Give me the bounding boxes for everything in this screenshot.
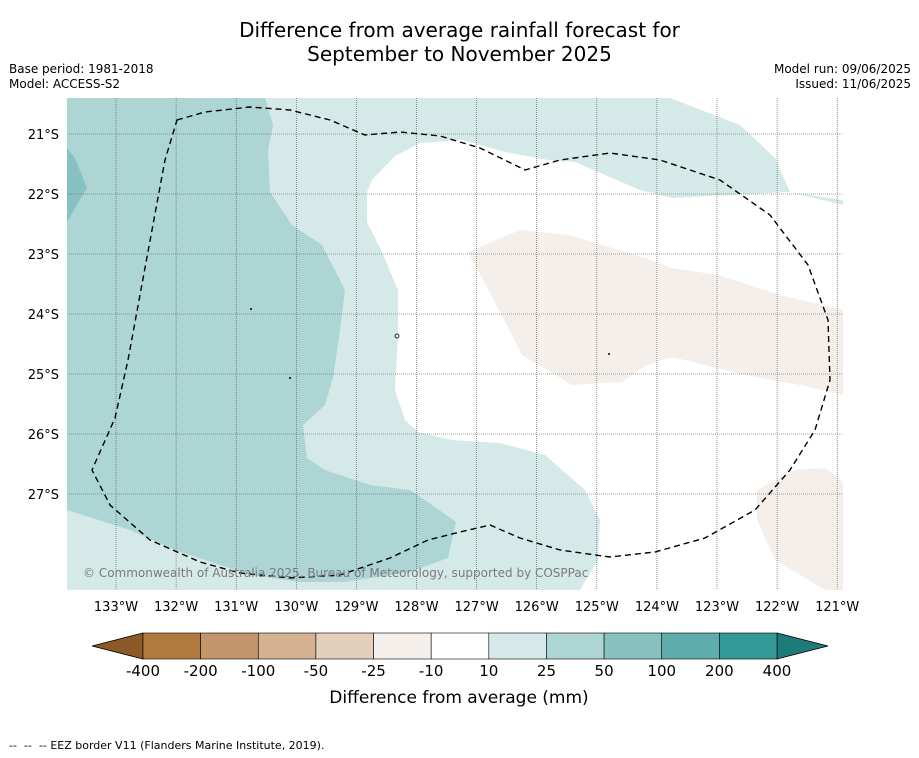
title-line-2: September to November 2025 xyxy=(307,42,612,66)
island-speck-3 xyxy=(394,333,400,339)
colorbar-swatch xyxy=(142,632,201,660)
lon-label: 128°W xyxy=(394,600,438,615)
colorbar-tick-label: 25 xyxy=(537,662,556,680)
colorbar-label: Difference from average (mm) xyxy=(329,688,588,708)
colorbar-tick-label: -50 xyxy=(304,662,329,680)
colorbar-swatch xyxy=(430,632,490,660)
island-speck-1 xyxy=(250,308,252,310)
region-dry-southeast xyxy=(757,468,843,590)
region-dry-east xyxy=(468,230,843,395)
meta-right: Model run: 09/06/2025 Issued: 11/06/2025 xyxy=(774,62,911,92)
lon-label: 130°W xyxy=(274,600,318,615)
model-run-text: Model run: 09/06/2025 xyxy=(773,62,911,76)
lat-label: 26°S xyxy=(28,428,59,443)
colorbar-tick-label: 100 xyxy=(647,662,676,680)
colorbar-tick-label: -25 xyxy=(361,662,386,680)
lat-label: 24°S xyxy=(28,308,59,323)
colorbar-extend-low xyxy=(91,632,144,660)
colorbar-tick-label: 200 xyxy=(705,662,734,680)
colorbar-tick-label: -10 xyxy=(419,662,444,680)
meta-left: Base period: 1981-2018 Model: ACCESS-S2 xyxy=(9,62,154,92)
region-25-50 xyxy=(67,98,456,582)
lon-label: 123°W xyxy=(695,600,739,615)
title-line-1: Difference from average rainfall forecas… xyxy=(239,18,680,42)
eez-border xyxy=(91,106,831,579)
colorbar-swatch xyxy=(719,632,778,660)
colorbar-extend-high xyxy=(776,632,829,660)
lon-label: 126°W xyxy=(515,600,559,615)
island-speck-4 xyxy=(608,353,610,355)
colorbar-swatch xyxy=(661,632,720,660)
colorbar-tick-label: 400 xyxy=(763,662,792,680)
lat-label: 23°S xyxy=(28,248,59,263)
map-area xyxy=(67,98,843,590)
latitude-labels: 21°S 22°S 23°S 24°S 25°S 26°S 27°S xyxy=(28,128,59,503)
region-50-100 xyxy=(67,148,87,222)
model-text: Model: ACCESS-S2 xyxy=(9,77,121,91)
longitude-labels: 133°W 132°W 131°W 130°W 129°W 128°W 127°W 126°W… xyxy=(94,600,860,615)
lon-label: 129°W xyxy=(334,600,378,615)
colorbar-swatch xyxy=(488,632,547,660)
lon-label: 133°W xyxy=(94,600,138,615)
lat-label: 25°S xyxy=(28,368,59,383)
colorbar-swatch xyxy=(546,632,605,660)
colorbar-tick-label: -200 xyxy=(184,662,218,680)
region-near-average-north xyxy=(670,98,843,200)
base-period-text: Base period: 1981-2018 xyxy=(9,62,154,76)
copyright-text: © Commonwealth of Australia 2025, Bureau… xyxy=(83,566,588,580)
colorbar-swatch xyxy=(603,632,663,660)
colorbar-tick-label: 10 xyxy=(479,662,498,680)
colorbar-tick-label: -100 xyxy=(241,662,275,680)
lon-label: 127°W xyxy=(455,600,499,615)
colorbar-swatch xyxy=(257,632,317,660)
eez-dash-sample: -- -- -- xyxy=(9,739,51,752)
chart-title: Difference from average rainfall forecas… xyxy=(0,18,919,66)
issued-text: Issued: 11/06/2025 xyxy=(795,77,911,91)
lat-label: 27°S xyxy=(28,488,59,503)
lon-label: 122°W xyxy=(755,600,799,615)
lon-label: 125°W xyxy=(575,600,619,615)
lat-label: 21°S xyxy=(28,128,59,143)
colorbar-swatch xyxy=(315,632,374,660)
lon-label: 132°W xyxy=(154,600,198,615)
island-speck-2 xyxy=(289,377,291,379)
lat-label: 22°S xyxy=(28,188,59,203)
gridlines xyxy=(67,98,843,590)
eez-legend-text: EEZ border V11 (Flanders Marine Institut… xyxy=(50,739,325,752)
colorbar-tick-label: 50 xyxy=(595,662,614,680)
colorbar: -400 -200 -100 -50 -25 -10 10 25 50 100 200 400 xyxy=(91,632,829,680)
colorbar-tick-label: -400 xyxy=(126,662,160,680)
colorbar-swatch xyxy=(200,632,259,660)
colorbar-swatch xyxy=(373,632,432,660)
eez-legend: -- -- -- EEZ border V11 (Flanders Marine… xyxy=(9,739,324,752)
lon-label: 124°W xyxy=(635,600,679,615)
lon-label: 121°W xyxy=(815,600,859,615)
lon-label: 131°W xyxy=(214,600,258,615)
